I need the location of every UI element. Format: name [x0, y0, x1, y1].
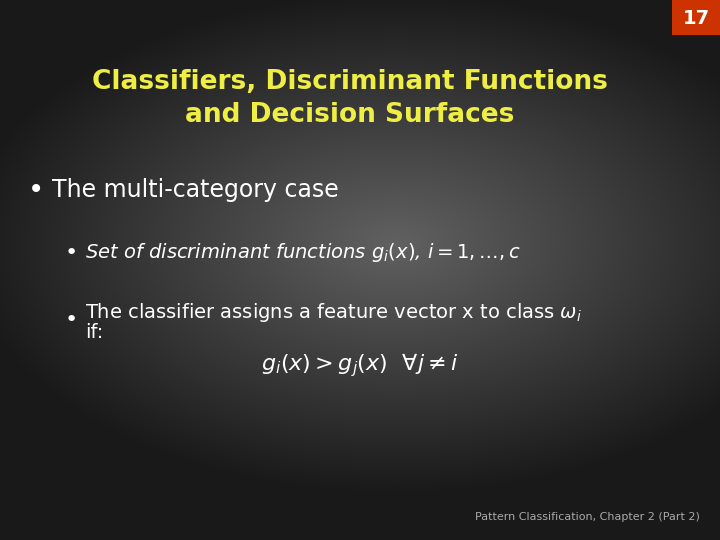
Text: if:: if:: [85, 323, 103, 342]
Text: $g_i(x) > g_j(x)\ \ \forall j \neq i$: $g_i(x) > g_j(x)\ \ \forall j \neq i$: [261, 351, 459, 379]
Text: The classifier assigns a feature vector x to class $\omega_i$: The classifier assigns a feature vector …: [85, 300, 582, 323]
Text: 17: 17: [683, 9, 710, 28]
Text: •: •: [28, 176, 44, 204]
Text: Pattern Classification, Chapter 2 (Part 2): Pattern Classification, Chapter 2 (Part …: [475, 512, 700, 522]
Text: •: •: [65, 310, 78, 330]
Text: The multi-category case: The multi-category case: [52, 178, 338, 202]
Text: and Decision Surfaces: and Decision Surfaces: [185, 102, 515, 128]
Text: •: •: [65, 243, 78, 263]
FancyBboxPatch shape: [672, 0, 720, 35]
Text: Set of discriminant functions $g_i(x)$, $i = 1,\ldots, c$: Set of discriminant functions $g_i(x)$, …: [85, 241, 521, 265]
Text: Classifiers, Discriminant Functions: Classifiers, Discriminant Functions: [92, 69, 608, 95]
